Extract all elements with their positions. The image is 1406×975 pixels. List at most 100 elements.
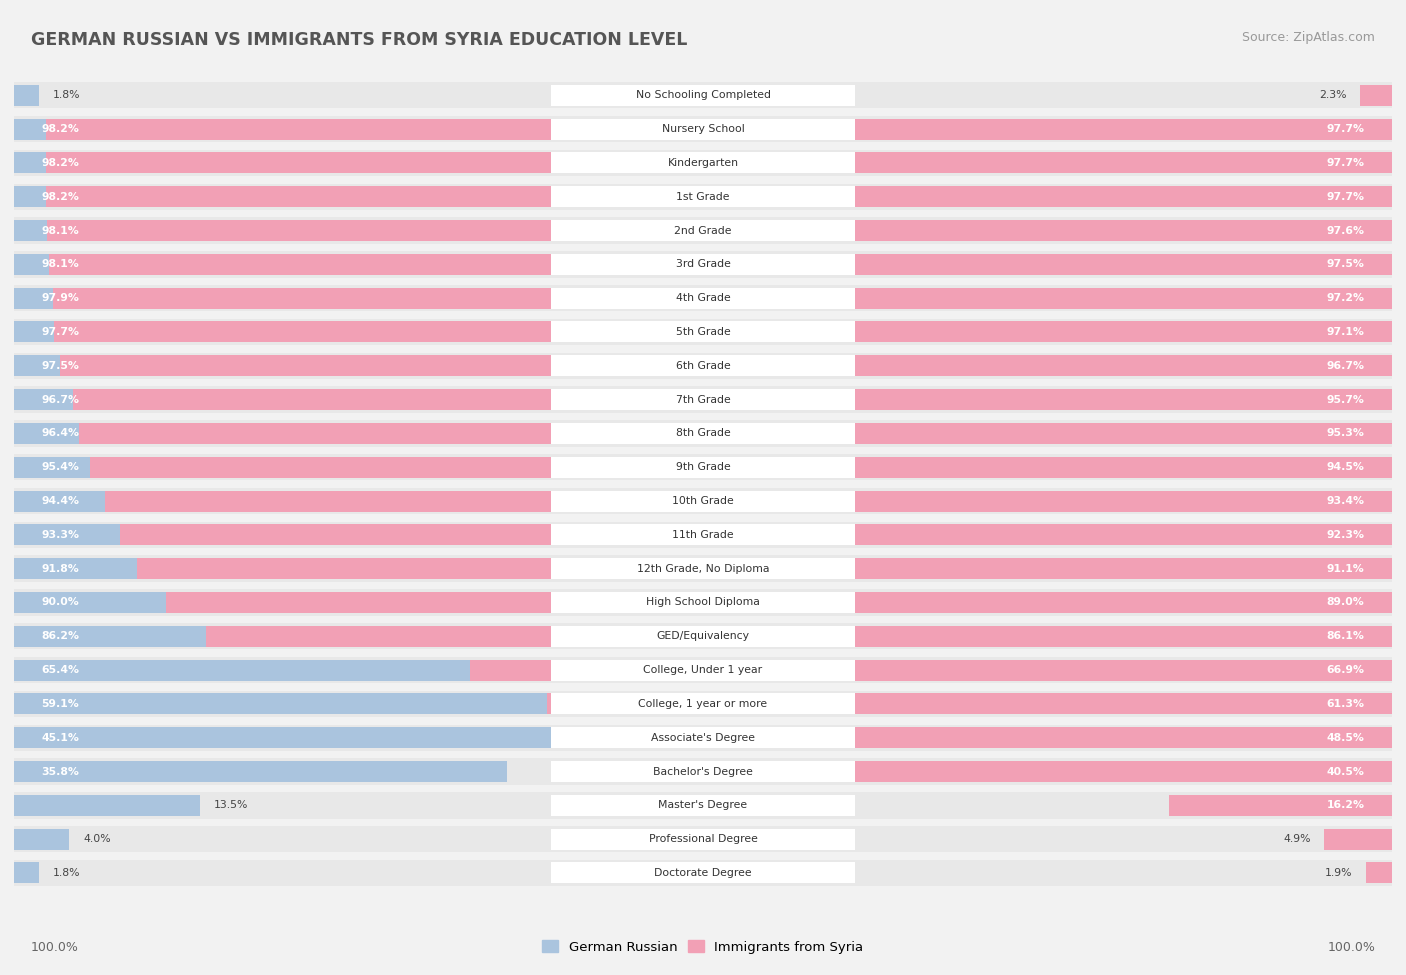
Text: Associate's Degree: Associate's Degree [651, 732, 755, 743]
Bar [166, 592, 1392, 613]
Bar [551, 490, 855, 512]
Bar [14, 558, 1279, 579]
Bar [14, 186, 1367, 208]
Bar [14, 761, 508, 782]
Text: Bachelor's Degree: Bachelor's Degree [652, 766, 754, 776]
Bar [46, 119, 1392, 139]
Bar [14, 119, 1367, 139]
Bar [14, 355, 1358, 376]
Text: 97.7%: 97.7% [1326, 124, 1364, 135]
Text: 7th Grade: 7th Grade [676, 395, 730, 405]
Bar [551, 355, 855, 376]
Bar [551, 761, 855, 782]
Text: 91.8%: 91.8% [42, 564, 79, 573]
Bar [551, 389, 855, 410]
Text: 95.3%: 95.3% [1326, 428, 1364, 439]
Text: 9th Grade: 9th Grade [676, 462, 730, 472]
Bar [14, 623, 1392, 649]
Text: 95.7%: 95.7% [1326, 395, 1364, 405]
Text: 92.3%: 92.3% [1326, 529, 1364, 540]
Text: Professional Degree: Professional Degree [648, 835, 758, 844]
Bar [1168, 795, 1392, 816]
Bar [14, 589, 1392, 615]
Bar [14, 217, 1392, 244]
Bar [551, 119, 855, 139]
Text: 2nd Grade: 2nd Grade [675, 225, 731, 236]
Text: 4.0%: 4.0% [83, 835, 111, 844]
Text: 97.7%: 97.7% [1326, 192, 1364, 202]
Bar [14, 863, 39, 883]
Bar [14, 522, 1392, 548]
Bar [79, 423, 1392, 444]
Text: 16.2%: 16.2% [1326, 800, 1364, 810]
Bar [14, 116, 1392, 142]
Text: 1.8%: 1.8% [52, 91, 80, 100]
Bar [59, 355, 1392, 376]
Text: 40.5%: 40.5% [1326, 766, 1364, 776]
Text: 13.5%: 13.5% [214, 800, 249, 810]
Bar [205, 626, 1392, 646]
Text: 94.4%: 94.4% [42, 496, 80, 506]
Bar [14, 727, 636, 748]
Bar [14, 626, 1202, 646]
Text: College, Under 1 year: College, Under 1 year [644, 665, 762, 675]
Bar [551, 727, 855, 748]
Bar [14, 490, 1315, 512]
Bar [73, 389, 1392, 410]
Text: 97.6%: 97.6% [1326, 225, 1364, 236]
Bar [52, 288, 1392, 309]
Text: 2.3%: 2.3% [1319, 91, 1347, 100]
Text: 98.2%: 98.2% [42, 158, 80, 168]
Text: 98.1%: 98.1% [42, 259, 79, 269]
Bar [14, 322, 1360, 342]
Text: 10th Grade: 10th Grade [672, 496, 734, 506]
Bar [551, 254, 855, 275]
Bar [551, 626, 855, 646]
Bar [551, 558, 855, 579]
Bar [551, 456, 855, 478]
Text: 96.7%: 96.7% [42, 395, 80, 405]
Text: 100.0%: 100.0% [1327, 941, 1375, 954]
Text: GERMAN RUSSIAN VS IMMIGRANTS FROM SYRIA EDUCATION LEVEL: GERMAN RUSSIAN VS IMMIGRANTS FROM SYRIA … [31, 31, 688, 49]
Bar [14, 454, 1392, 481]
Text: 6th Grade: 6th Grade [676, 361, 730, 370]
Bar [551, 795, 855, 816]
Text: 95.4%: 95.4% [42, 462, 80, 472]
Text: 96.4%: 96.4% [42, 428, 80, 439]
Bar [551, 186, 855, 208]
Text: 86.1%: 86.1% [1326, 631, 1364, 642]
Bar [1365, 863, 1392, 883]
Text: 97.5%: 97.5% [1326, 259, 1364, 269]
Bar [1360, 85, 1392, 105]
Bar [14, 792, 1392, 818]
Bar [14, 657, 1392, 683]
Bar [14, 150, 1392, 176]
Text: 65.4%: 65.4% [42, 665, 80, 675]
Text: 91.1%: 91.1% [1327, 564, 1364, 573]
Bar [14, 795, 200, 816]
Text: 98.2%: 98.2% [42, 192, 80, 202]
Text: 1.9%: 1.9% [1324, 868, 1353, 878]
Bar [14, 183, 1392, 210]
Text: High School Diploma: High School Diploma [647, 598, 759, 607]
Bar [551, 863, 855, 883]
Bar [14, 423, 1343, 444]
Text: Master's Degree: Master's Degree [658, 800, 748, 810]
Bar [551, 85, 855, 105]
Text: 94.5%: 94.5% [1326, 462, 1364, 472]
Bar [14, 826, 1392, 852]
Bar [14, 456, 1329, 478]
Bar [551, 322, 855, 342]
Legend: German Russian, Immigrants from Syria: German Russian, Immigrants from Syria [537, 935, 869, 958]
Bar [14, 829, 69, 849]
Text: 35.8%: 35.8% [42, 766, 80, 776]
Bar [547, 693, 1392, 715]
Bar [14, 690, 1392, 717]
Bar [14, 254, 1365, 275]
Text: 45.1%: 45.1% [42, 732, 80, 743]
Bar [551, 288, 855, 309]
Bar [14, 556, 1392, 582]
Text: Source: ZipAtlas.com: Source: ZipAtlas.com [1241, 31, 1375, 44]
Bar [14, 319, 1392, 345]
Text: College, 1 year or more: College, 1 year or more [638, 699, 768, 709]
